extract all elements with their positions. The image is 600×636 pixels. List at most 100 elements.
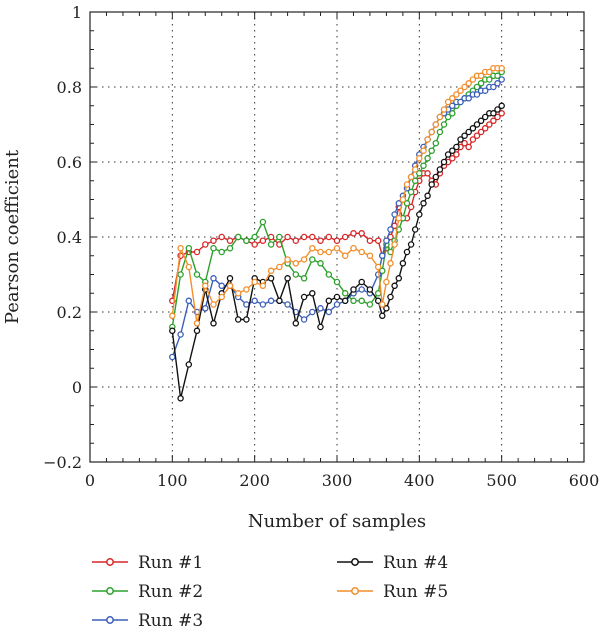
legend-marker [351, 558, 359, 566]
data-point [432, 173, 440, 181]
data-point [251, 241, 258, 248]
x-tick-label: 400 [404, 471, 435, 490]
data-point [333, 301, 341, 308]
data-point [309, 233, 316, 241]
data-point [341, 297, 349, 305]
data-point [202, 305, 209, 312]
data-point [226, 237, 234, 244]
y-tick-label: 0.4 [57, 228, 82, 247]
data-point [300, 293, 308, 301]
data-point [358, 297, 365, 305]
data-point [251, 278, 258, 286]
data-point [436, 113, 444, 121]
data-point [292, 320, 300, 327]
y-tick-label: 0 [72, 378, 82, 397]
data-point [259, 301, 267, 308]
data-point [498, 64, 505, 72]
series-line [171, 112, 503, 301]
y-tick-label: 0.6 [57, 153, 82, 172]
data-point [494, 72, 501, 80]
data-point [498, 102, 505, 110]
legend-label: Run #4 [383, 553, 448, 573]
data-point [481, 125, 489, 132]
data-point [226, 275, 234, 282]
data-point [177, 271, 184, 278]
data-point [469, 76, 477, 83]
data-point [358, 230, 365, 237]
data-point [243, 316, 250, 323]
data-point [494, 80, 501, 87]
data-point [333, 278, 341, 286]
data-point [473, 121, 481, 128]
data-point [465, 80, 472, 87]
data-point [424, 155, 431, 162]
data-point [341, 233, 349, 241]
data-point [218, 282, 225, 290]
data-point [440, 106, 448, 113]
data-point [436, 166, 444, 173]
series-3 [169, 76, 505, 361]
data-point [469, 136, 477, 143]
data-point [234, 290, 242, 297]
data-point [449, 110, 456, 117]
y-tick-label: 0.2 [57, 303, 82, 322]
data-point [411, 177, 419, 185]
data-point [358, 248, 365, 256]
data-point [226, 282, 234, 290]
data-point [366, 252, 374, 259]
data-point [259, 237, 267, 244]
x-tick-label: 500 [486, 471, 517, 490]
series-1 [169, 110, 505, 305]
data-point [486, 68, 493, 76]
data-point [358, 286, 365, 293]
data-point [428, 181, 435, 188]
data-point [317, 305, 324, 312]
data-point [461, 139, 468, 147]
data-point [267, 297, 275, 305]
data-point [449, 102, 456, 110]
data-point [350, 244, 357, 252]
data-point [407, 188, 415, 196]
data-point [453, 143, 460, 151]
data-point [416, 155, 423, 162]
data-point [169, 327, 176, 335]
y-tick-label: 0.8 [57, 78, 82, 97]
data-point [383, 278, 390, 286]
legend-entry: Run #4 [337, 553, 448, 573]
data-point [234, 233, 242, 241]
data-point [202, 241, 209, 248]
data-point [494, 106, 501, 113]
data-point [333, 293, 341, 301]
data-point [267, 241, 275, 248]
x-tick-label: 100 [157, 471, 188, 490]
data-point [292, 237, 300, 244]
legend-label: Run #2 [138, 582, 203, 602]
axis-ticks [89, 11, 585, 463]
legend: Run #1 Run #2 Run #3 Run #4 Run #5 [92, 553, 448, 631]
data-point [481, 87, 489, 94]
data-point [350, 230, 357, 237]
data-point [428, 128, 435, 136]
data-point [193, 271, 201, 278]
data-point [407, 203, 415, 211]
data-point [366, 301, 374, 308]
data-point [403, 200, 411, 207]
data-point [399, 260, 407, 267]
data-point [477, 128, 485, 136]
data-point [325, 233, 333, 241]
legend-marker [106, 558, 114, 566]
data-point [276, 297, 283, 305]
data-point [486, 121, 493, 128]
data-point [379, 301, 386, 308]
legend-marker [351, 587, 359, 595]
data-point [424, 192, 431, 200]
data-point [218, 233, 225, 241]
data-point [473, 91, 481, 98]
data-point [498, 110, 505, 117]
data-point [309, 244, 316, 252]
data-point [477, 117, 485, 125]
data-point [395, 214, 403, 222]
data-point [461, 132, 468, 139]
data-point [477, 72, 485, 80]
data-point [292, 271, 300, 278]
